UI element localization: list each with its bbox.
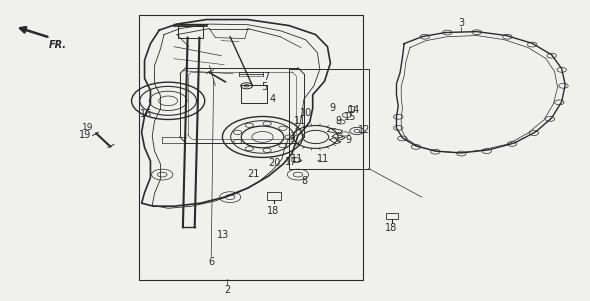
Text: 19: 19 (80, 130, 91, 140)
Text: 16: 16 (140, 109, 152, 119)
Text: 18: 18 (385, 223, 396, 233)
Text: 9: 9 (330, 103, 336, 113)
FancyBboxPatch shape (178, 26, 203, 38)
Text: 8: 8 (301, 176, 307, 186)
Text: 14: 14 (348, 105, 360, 115)
Text: 20: 20 (268, 158, 280, 168)
Text: 3: 3 (458, 18, 464, 29)
Text: 7: 7 (264, 72, 270, 82)
Text: 6: 6 (208, 257, 214, 268)
Text: 2: 2 (224, 284, 230, 295)
Text: 5: 5 (261, 82, 267, 92)
Text: 17: 17 (286, 157, 297, 167)
Text: 9: 9 (335, 116, 341, 126)
Text: 19: 19 (81, 123, 93, 132)
Text: 12: 12 (359, 125, 371, 135)
Text: 15: 15 (344, 112, 356, 122)
Text: 9: 9 (345, 135, 351, 145)
Text: 18: 18 (267, 206, 278, 216)
Text: 4: 4 (270, 94, 276, 104)
Text: 21: 21 (248, 169, 260, 179)
Text: 10: 10 (300, 108, 312, 118)
Text: 11: 11 (294, 116, 306, 126)
Text: 11: 11 (317, 154, 329, 164)
Text: 13: 13 (217, 230, 229, 240)
Text: 11: 11 (291, 154, 303, 164)
Text: FR.: FR. (48, 40, 67, 50)
